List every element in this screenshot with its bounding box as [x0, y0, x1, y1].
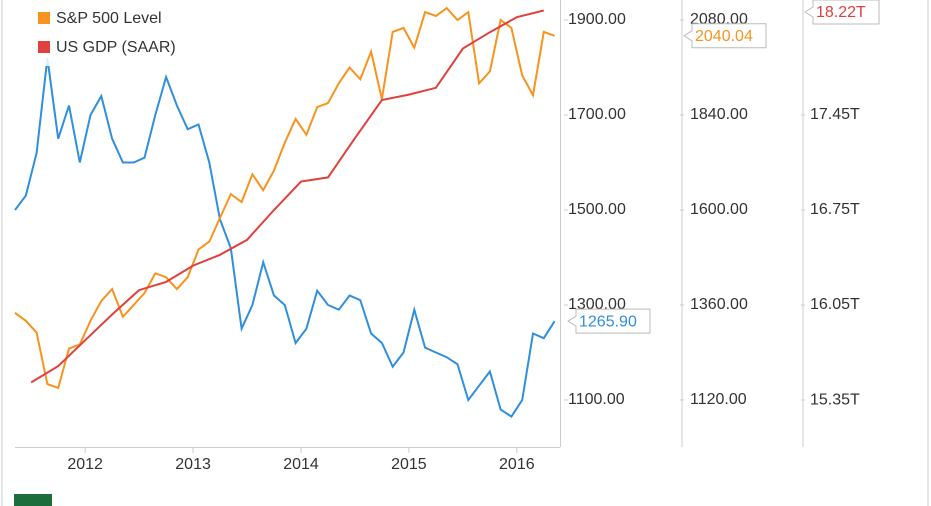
y-tick-label: 1840.00 — [690, 106, 748, 123]
end-label: 18.22T — [816, 4, 866, 21]
y-tick-label: 1120.00 — [690, 391, 747, 408]
x-tick-label: 2015 — [391, 456, 427, 473]
plot-area — [14, 6, 556, 418]
legend-swatch — [38, 12, 50, 24]
y-tick-label: 1100.00 — [568, 391, 625, 408]
end-label-box — [567, 308, 651, 334]
series-line — [14, 57, 556, 418]
end-label: 2040.04 — [695, 28, 753, 45]
legend-label: US GDP (SAAR) — [56, 39, 176, 56]
y-tick-label: 1360.00 — [690, 296, 748, 313]
x-tick-label: 2013 — [175, 456, 211, 473]
y-tick-label: 1700.00 — [568, 106, 626, 123]
legend-box — [15, 0, 283, 66]
y-tick-label: 1900.00 — [568, 11, 626, 28]
axes: 1100.001300.001500.001700.001900.001120.… — [67, 0, 880, 473]
legend-label: S&P 500 Level — [56, 10, 162, 27]
logo — [14, 494, 52, 506]
legend-swatch — [38, 41, 50, 53]
y-tick-label: 1600.00 — [690, 201, 748, 218]
series-line — [30, 9, 545, 384]
legend: Gold Price in US DollarsS&P 500 LevelUS … — [38, 10, 176, 56]
y-tick-label: 17.45T — [810, 106, 860, 123]
x-tick-label: 2014 — [283, 456, 319, 473]
series-line — [14, 6, 555, 390]
end-label-box — [683, 23, 767, 49]
y-tick-label: 16.75T — [810, 201, 860, 218]
y-tick-label: 16.05T — [810, 296, 860, 313]
y-tick-label: 15.35T — [810, 391, 860, 408]
end-label: 1265.90 — [579, 313, 637, 330]
end-label-box — [804, 0, 880, 25]
y-tick-label: 1500.00 — [568, 201, 626, 218]
x-tick-label: 2012 — [67, 456, 103, 473]
x-tick-label: 2016 — [499, 456, 535, 473]
